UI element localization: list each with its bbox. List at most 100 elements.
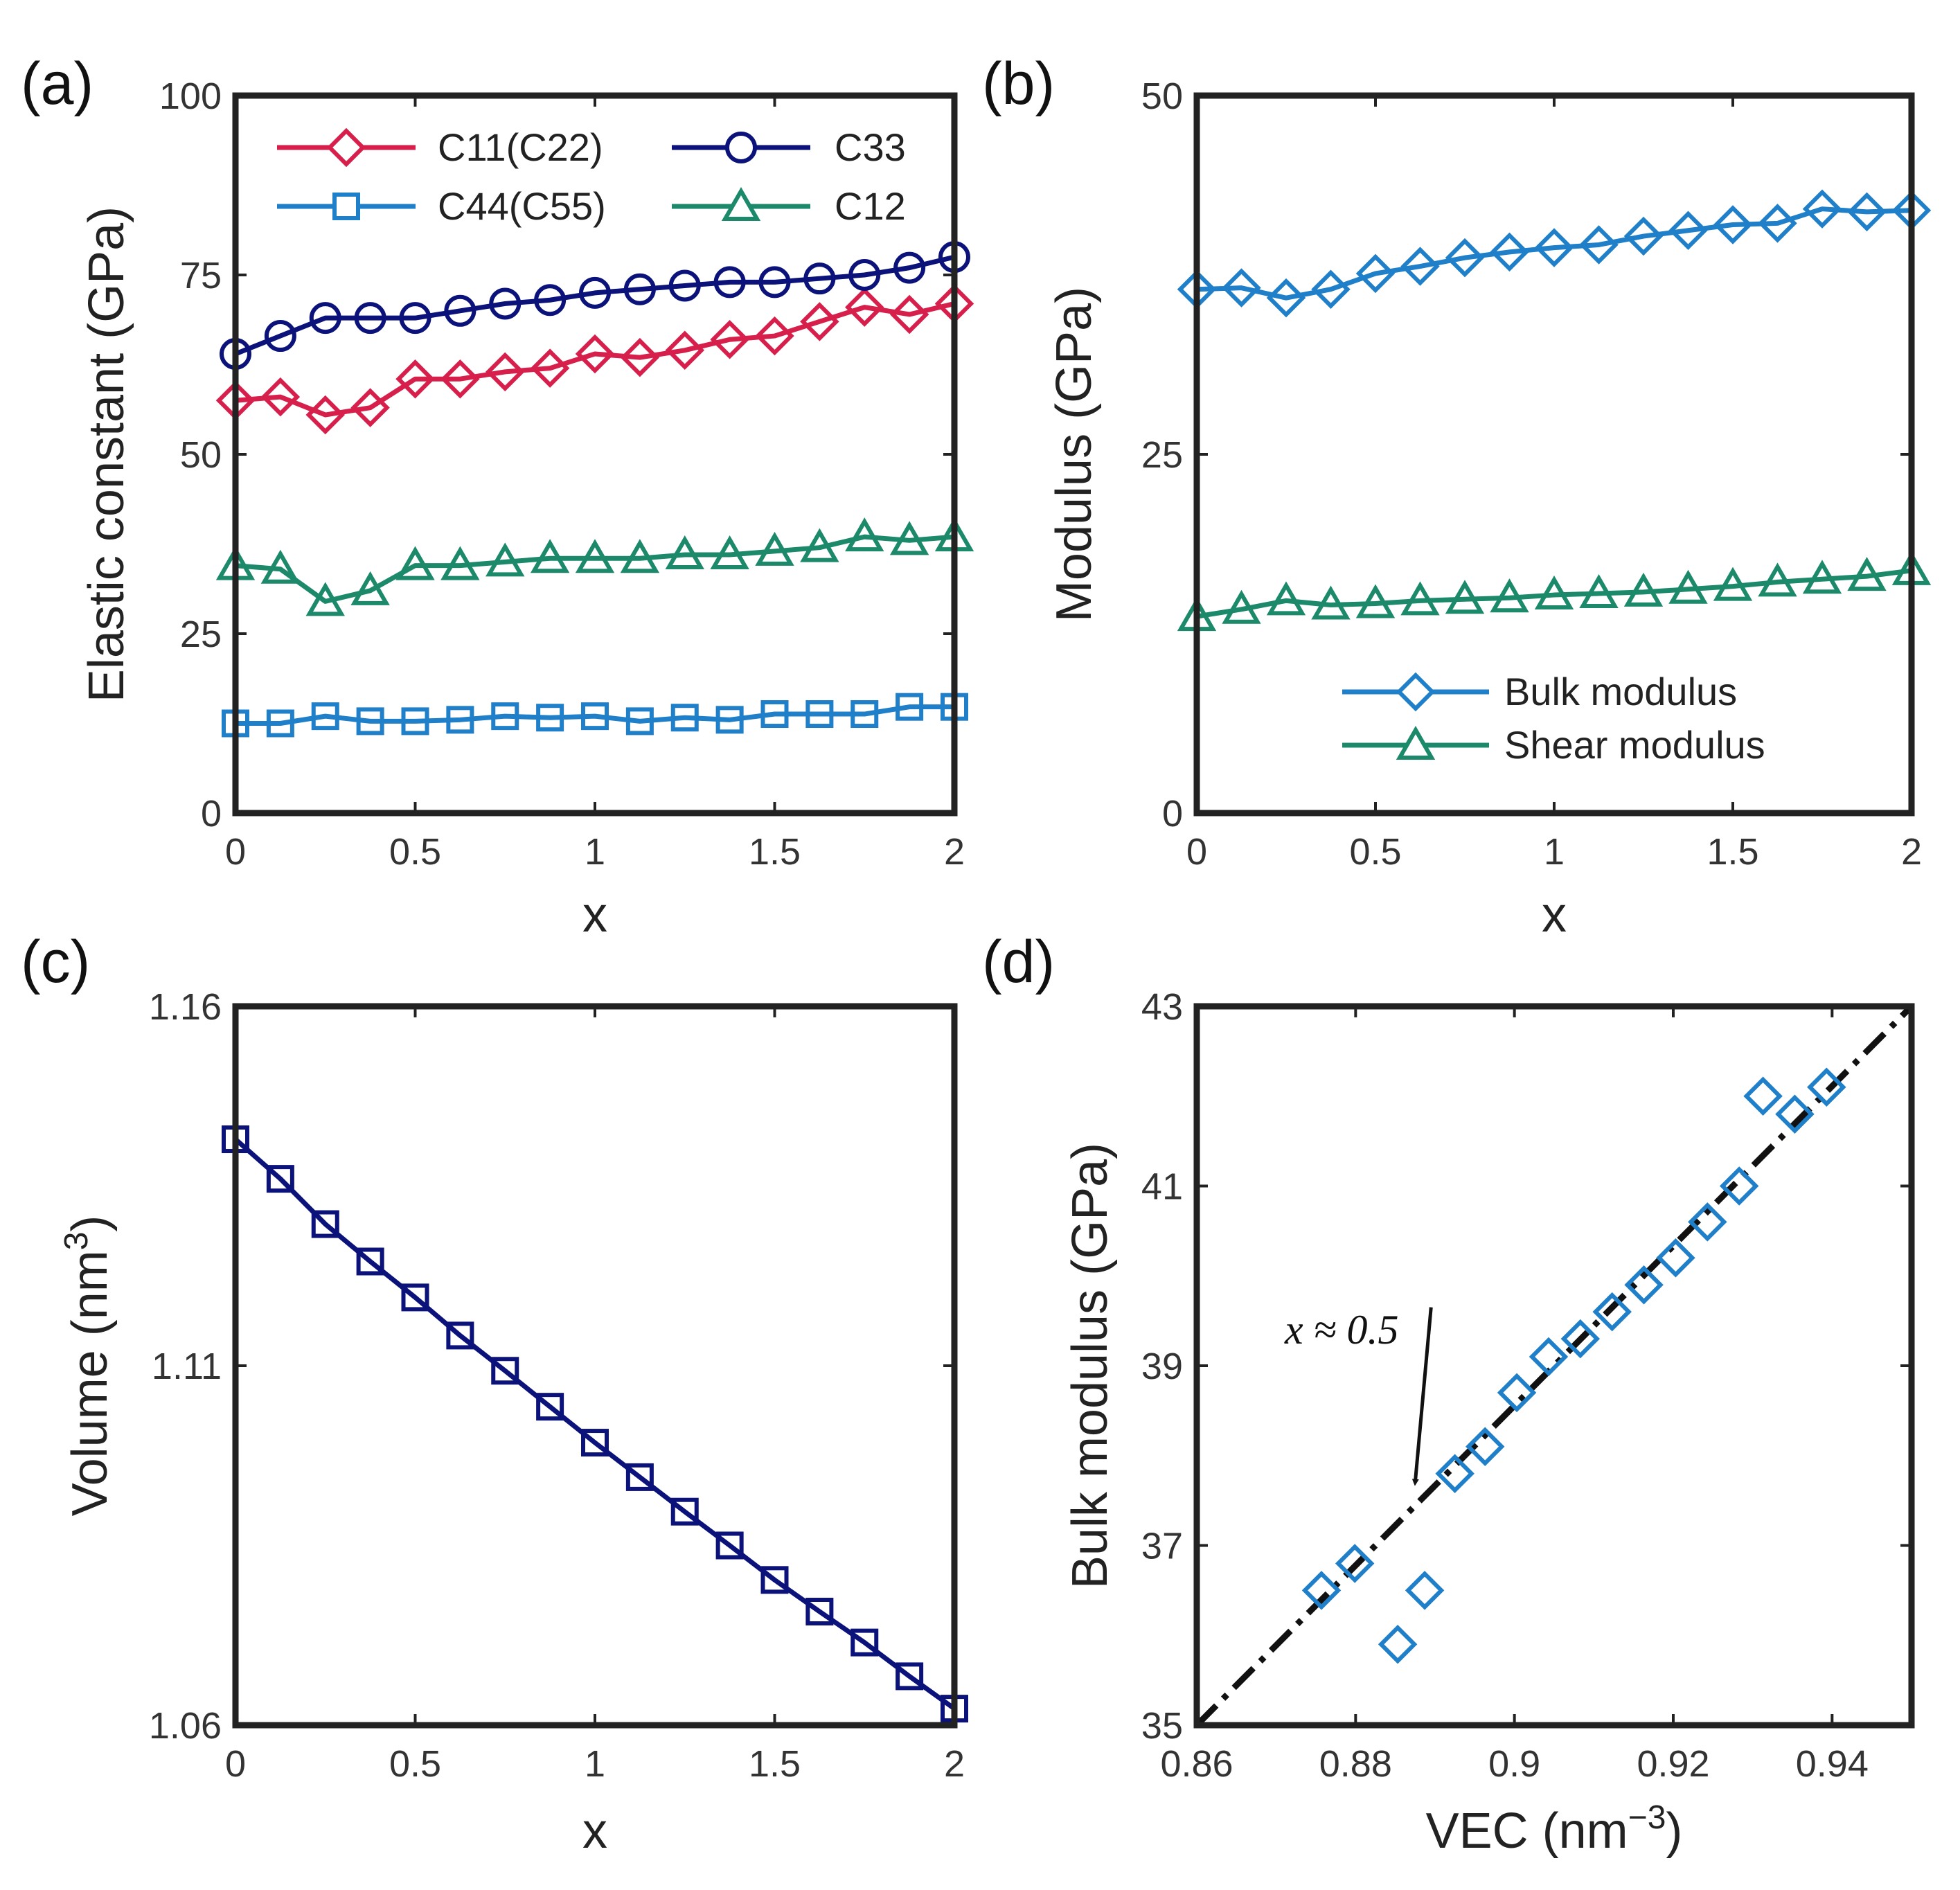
data-point (491, 702, 519, 731)
data-point (536, 1393, 564, 1421)
data-point (710, 319, 749, 359)
data-point (1465, 1427, 1505, 1467)
data-point (1560, 1319, 1601, 1359)
data-point (1534, 576, 1574, 610)
data-point (713, 266, 746, 298)
data-point (1623, 216, 1664, 256)
data-point (1529, 1337, 1569, 1377)
legend-label-c12: C12 (835, 184, 906, 228)
series-line (1196, 568, 1912, 619)
y-tick-label: 25 (180, 614, 222, 655)
data-point (1355, 584, 1396, 618)
data-point (803, 262, 836, 295)
panel-a-legend: C11(C22) C33 C44(C55) C12 (277, 125, 906, 228)
panel-a-ylabel: Elastic constant (GPa) (79, 206, 134, 702)
data-point (1400, 581, 1440, 616)
data-point (760, 700, 789, 729)
data-point (755, 316, 794, 356)
data-point (305, 395, 345, 435)
x-tick-label: 1 (585, 831, 605, 873)
legend-label-c11: C11(C22) (438, 125, 603, 169)
panel-d-xlabel-sup: −3 (1628, 1799, 1666, 1836)
y-tick-label: 41 (1141, 1166, 1183, 1208)
data-point (1497, 1373, 1537, 1413)
x-tick-label: 0.5 (1349, 831, 1401, 873)
data-point (581, 702, 609, 731)
panel-c: (c) 0 0.5 1 1.5 2 1.06 1.11 1.16 x Volume (nm3) (21, 929, 968, 1859)
data-point (485, 352, 525, 392)
panel-c-series (222, 1125, 968, 1723)
legend-marker-shear (1396, 725, 1436, 760)
x-tick-label: 1.5 (749, 831, 801, 873)
data-point (896, 693, 924, 721)
data-point (399, 302, 431, 335)
data-point (670, 704, 699, 732)
x-tick-label: 0.88 (1319, 1743, 1392, 1785)
data-point (1668, 569, 1708, 604)
panel-b-ticks: 0 0.5 1 1.5 2 0 25 50 (1141, 75, 1922, 873)
data-point (623, 273, 656, 305)
data-point (575, 334, 615, 374)
panel-b-frame (1193, 92, 1915, 817)
data-point (401, 1283, 429, 1312)
data-point (1490, 578, 1529, 613)
data-point (1713, 567, 1753, 601)
data-point (1713, 205, 1753, 244)
y-tick-label: 50 (1141, 75, 1183, 117)
data-point (1335, 1544, 1375, 1583)
data-point (350, 571, 390, 605)
panel-a-series (215, 241, 974, 738)
data-point (1758, 204, 1797, 243)
panel-c-ylabel-end: ) (62, 1215, 118, 1232)
data-point (1624, 1265, 1664, 1305)
panel-d: (d) 0.86 0.88 0.9 0.92 0.94 35 37 39 41 43 x ≈ 0.… (982, 929, 1915, 1859)
x-tick-label: 0.86 (1160, 1743, 1233, 1785)
x-tick-label: 2 (944, 1743, 965, 1785)
data-point (620, 337, 660, 377)
panel-d-series (1301, 1067, 1846, 1664)
data-point (1758, 562, 1797, 597)
legend-label-c44: C44(C55) (438, 184, 606, 228)
data-point (800, 302, 839, 341)
data-point (665, 535, 704, 570)
data-point (1719, 1166, 1759, 1206)
x-tick-label: 1.5 (1707, 831, 1758, 873)
data-point (1579, 573, 1619, 608)
data-point (395, 546, 435, 580)
panel-label-b: (b) (982, 51, 1055, 117)
data-point (440, 546, 480, 580)
y-tick-label: 75 (180, 255, 222, 296)
data-point (1592, 1292, 1632, 1332)
panel-d-xlabel: VEC (nm−3) (1426, 1799, 1683, 1859)
data-point (260, 377, 301, 417)
x-tick-label: 0.92 (1637, 1743, 1709, 1785)
data-point (305, 582, 345, 616)
panel-b: (b) 0 0.5 1 1.5 2 0 25 50 x Modulus (GPa) Bulk … (982, 51, 1932, 943)
y-tick-label: 39 (1141, 1346, 1183, 1387)
panel-c-ylabel-sup: 3 (58, 1232, 95, 1251)
panel-c-ylabel: Volume (nm3) (58, 1215, 118, 1517)
data-point (266, 1165, 294, 1193)
legend-label-shear: Shear modulus (1504, 723, 1765, 767)
data-point (758, 266, 791, 298)
data-point (800, 528, 839, 562)
data-point (1775, 1094, 1815, 1134)
legend-marker-c11 (326, 127, 366, 168)
data-point (845, 287, 884, 327)
data-point (354, 302, 386, 335)
series-line (233, 1137, 956, 1711)
data-point (489, 287, 522, 320)
data-point (1222, 268, 1261, 307)
data-point (625, 1463, 654, 1491)
panel-c-xlabel: x (582, 1803, 607, 1859)
legend-entry-c33: C33 (672, 125, 906, 169)
x-tick-label: 0 (225, 831, 246, 873)
data-point (665, 330, 704, 371)
data-point (1802, 560, 1842, 594)
legend-label-bulk: Bulk modulus (1504, 670, 1737, 713)
panel-c-ticks: 0 0.5 1 1.5 2 1.06 1.11 1.16 (149, 986, 965, 1785)
x-tick-label: 1.5 (749, 1743, 801, 1785)
data-point (1445, 238, 1485, 278)
data-point (889, 294, 929, 335)
series-line (235, 534, 955, 604)
